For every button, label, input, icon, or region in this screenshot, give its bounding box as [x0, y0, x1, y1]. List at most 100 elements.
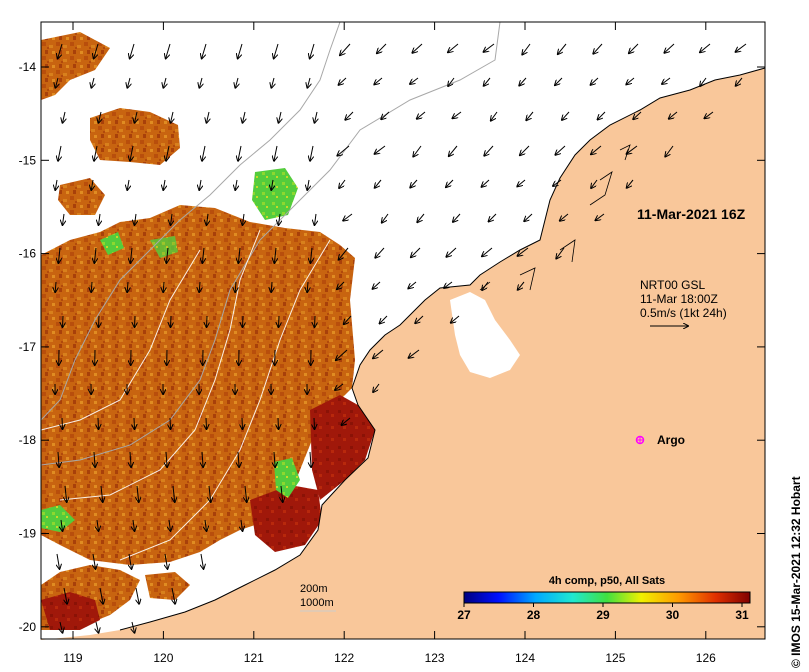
current-vector: [593, 43, 603, 54]
current-vector: [558, 43, 567, 54]
current-vector: [58, 247, 60, 263]
sst-layer: [41, 32, 375, 630]
current-vector: [633, 111, 642, 119]
current-vector: [517, 179, 526, 186]
colorbar-tick-label: 31: [735, 608, 749, 622]
lat-tick-label: -19: [19, 527, 37, 541]
plot-area: Argo 11-Mar-2021 16Z NRT00 GSL 11-Mar 18…: [40, 21, 766, 640]
lon-tick-label: 123: [425, 651, 445, 665]
current-vector: [94, 451, 95, 467]
current-vector: [555, 77, 563, 85]
current-vector: [344, 315, 352, 324]
current-source-name: NRT00 GSL: [640, 278, 705, 292]
current-vector: [482, 281, 489, 290]
current-vector: [207, 111, 210, 123]
current-vector: [63, 315, 64, 327]
current-vector: [524, 213, 533, 221]
current-vector: [307, 281, 308, 292]
current-vector: [484, 145, 494, 156]
current-vector: [170, 417, 171, 429]
current-vector: [135, 111, 138, 123]
lon-tick-label: 120: [153, 651, 173, 665]
current-vector: [412, 43, 423, 53]
current-vector: [99, 315, 100, 327]
current-vector: [598, 111, 606, 120]
current-vector: [101, 485, 103, 502]
current-vector: [339, 77, 347, 85]
current-vector: [274, 43, 279, 58]
current-vector: [238, 451, 239, 467]
current-vector: [410, 179, 418, 188]
current-vector: [242, 417, 243, 429]
current-vector: [172, 587, 175, 604]
current-vector: [133, 519, 135, 531]
current-vector: [127, 77, 130, 88]
current-vector: [209, 485, 211, 502]
current-vector: [238, 247, 240, 263]
current-vector: [163, 281, 164, 292]
current-vector: [235, 179, 237, 190]
lat-tick-label: -16: [19, 247, 37, 261]
current-vector: [63, 213, 65, 225]
current-vector: [94, 247, 96, 263]
current-vector: [199, 179, 201, 190]
current-vector: [173, 485, 175, 502]
current-vector: [736, 77, 743, 86]
current-vector: [448, 77, 455, 86]
land-area: [41, 67, 766, 640]
current-vector: [415, 315, 424, 323]
current-vector: [629, 43, 639, 53]
current-vector: [310, 43, 315, 58]
current-vector: [274, 247, 276, 263]
current-vector: [243, 315, 244, 327]
current-vector: [482, 247, 493, 256]
current-vector: [130, 451, 131, 467]
current-vector: [96, 621, 99, 633]
current-vector: [207, 213, 209, 225]
current-vector: [375, 179, 382, 188]
current-vector: [417, 111, 426, 119]
current-vector: [307, 179, 309, 190]
current-vector: [163, 179, 165, 190]
current-vector: [130, 43, 135, 58]
current-vector: [453, 111, 462, 118]
current-vector: [199, 281, 200, 292]
current-vector: [166, 145, 169, 161]
current-vector: [135, 213, 137, 225]
lon-tick-label: 125: [605, 651, 625, 665]
current-vector: [171, 315, 172, 327]
colorbar-tick-label: 28: [527, 608, 541, 622]
current-vector: [241, 519, 243, 531]
credit-label: © IMOS 15-Mar-2021 12:32 Hobart: [789, 476, 803, 668]
current-vector: [382, 213, 389, 223]
current-vector: [202, 43, 207, 58]
current-vector: [202, 145, 205, 161]
lat-tick-label: -14: [19, 60, 37, 74]
current-vector: [373, 349, 384, 358]
current-vector: [410, 77, 419, 84]
current-vector: [409, 349, 420, 358]
contour-label-200m: 200m: [300, 583, 328, 595]
current-vector: [315, 315, 316, 327]
current-vector: [705, 111, 714, 118]
current-vector: [310, 145, 313, 161]
current-vector: [238, 43, 243, 58]
current-vector: [169, 519, 171, 531]
colorbar: 4h comp, p50, All Sats 27 28 29 30 31: [457, 575, 751, 622]
current-vector: [700, 77, 707, 86]
current-vector: [279, 213, 281, 225]
current-vector: [61, 519, 63, 531]
lon-tick-label: 122: [334, 651, 354, 665]
lon-tick-label: 126: [696, 651, 716, 665]
current-vector: [279, 315, 280, 327]
current-vector: [281, 485, 283, 502]
current-vector: [627, 145, 638, 154]
current-vector: [271, 77, 274, 88]
current-vector: [171, 111, 174, 123]
plot-frame: [40, 21, 766, 640]
current-vector: [484, 77, 491, 86]
current-vector: [274, 145, 277, 161]
current-vector: [129, 553, 132, 569]
current-vector: [336, 349, 348, 360]
current-vector: [238, 145, 241, 161]
